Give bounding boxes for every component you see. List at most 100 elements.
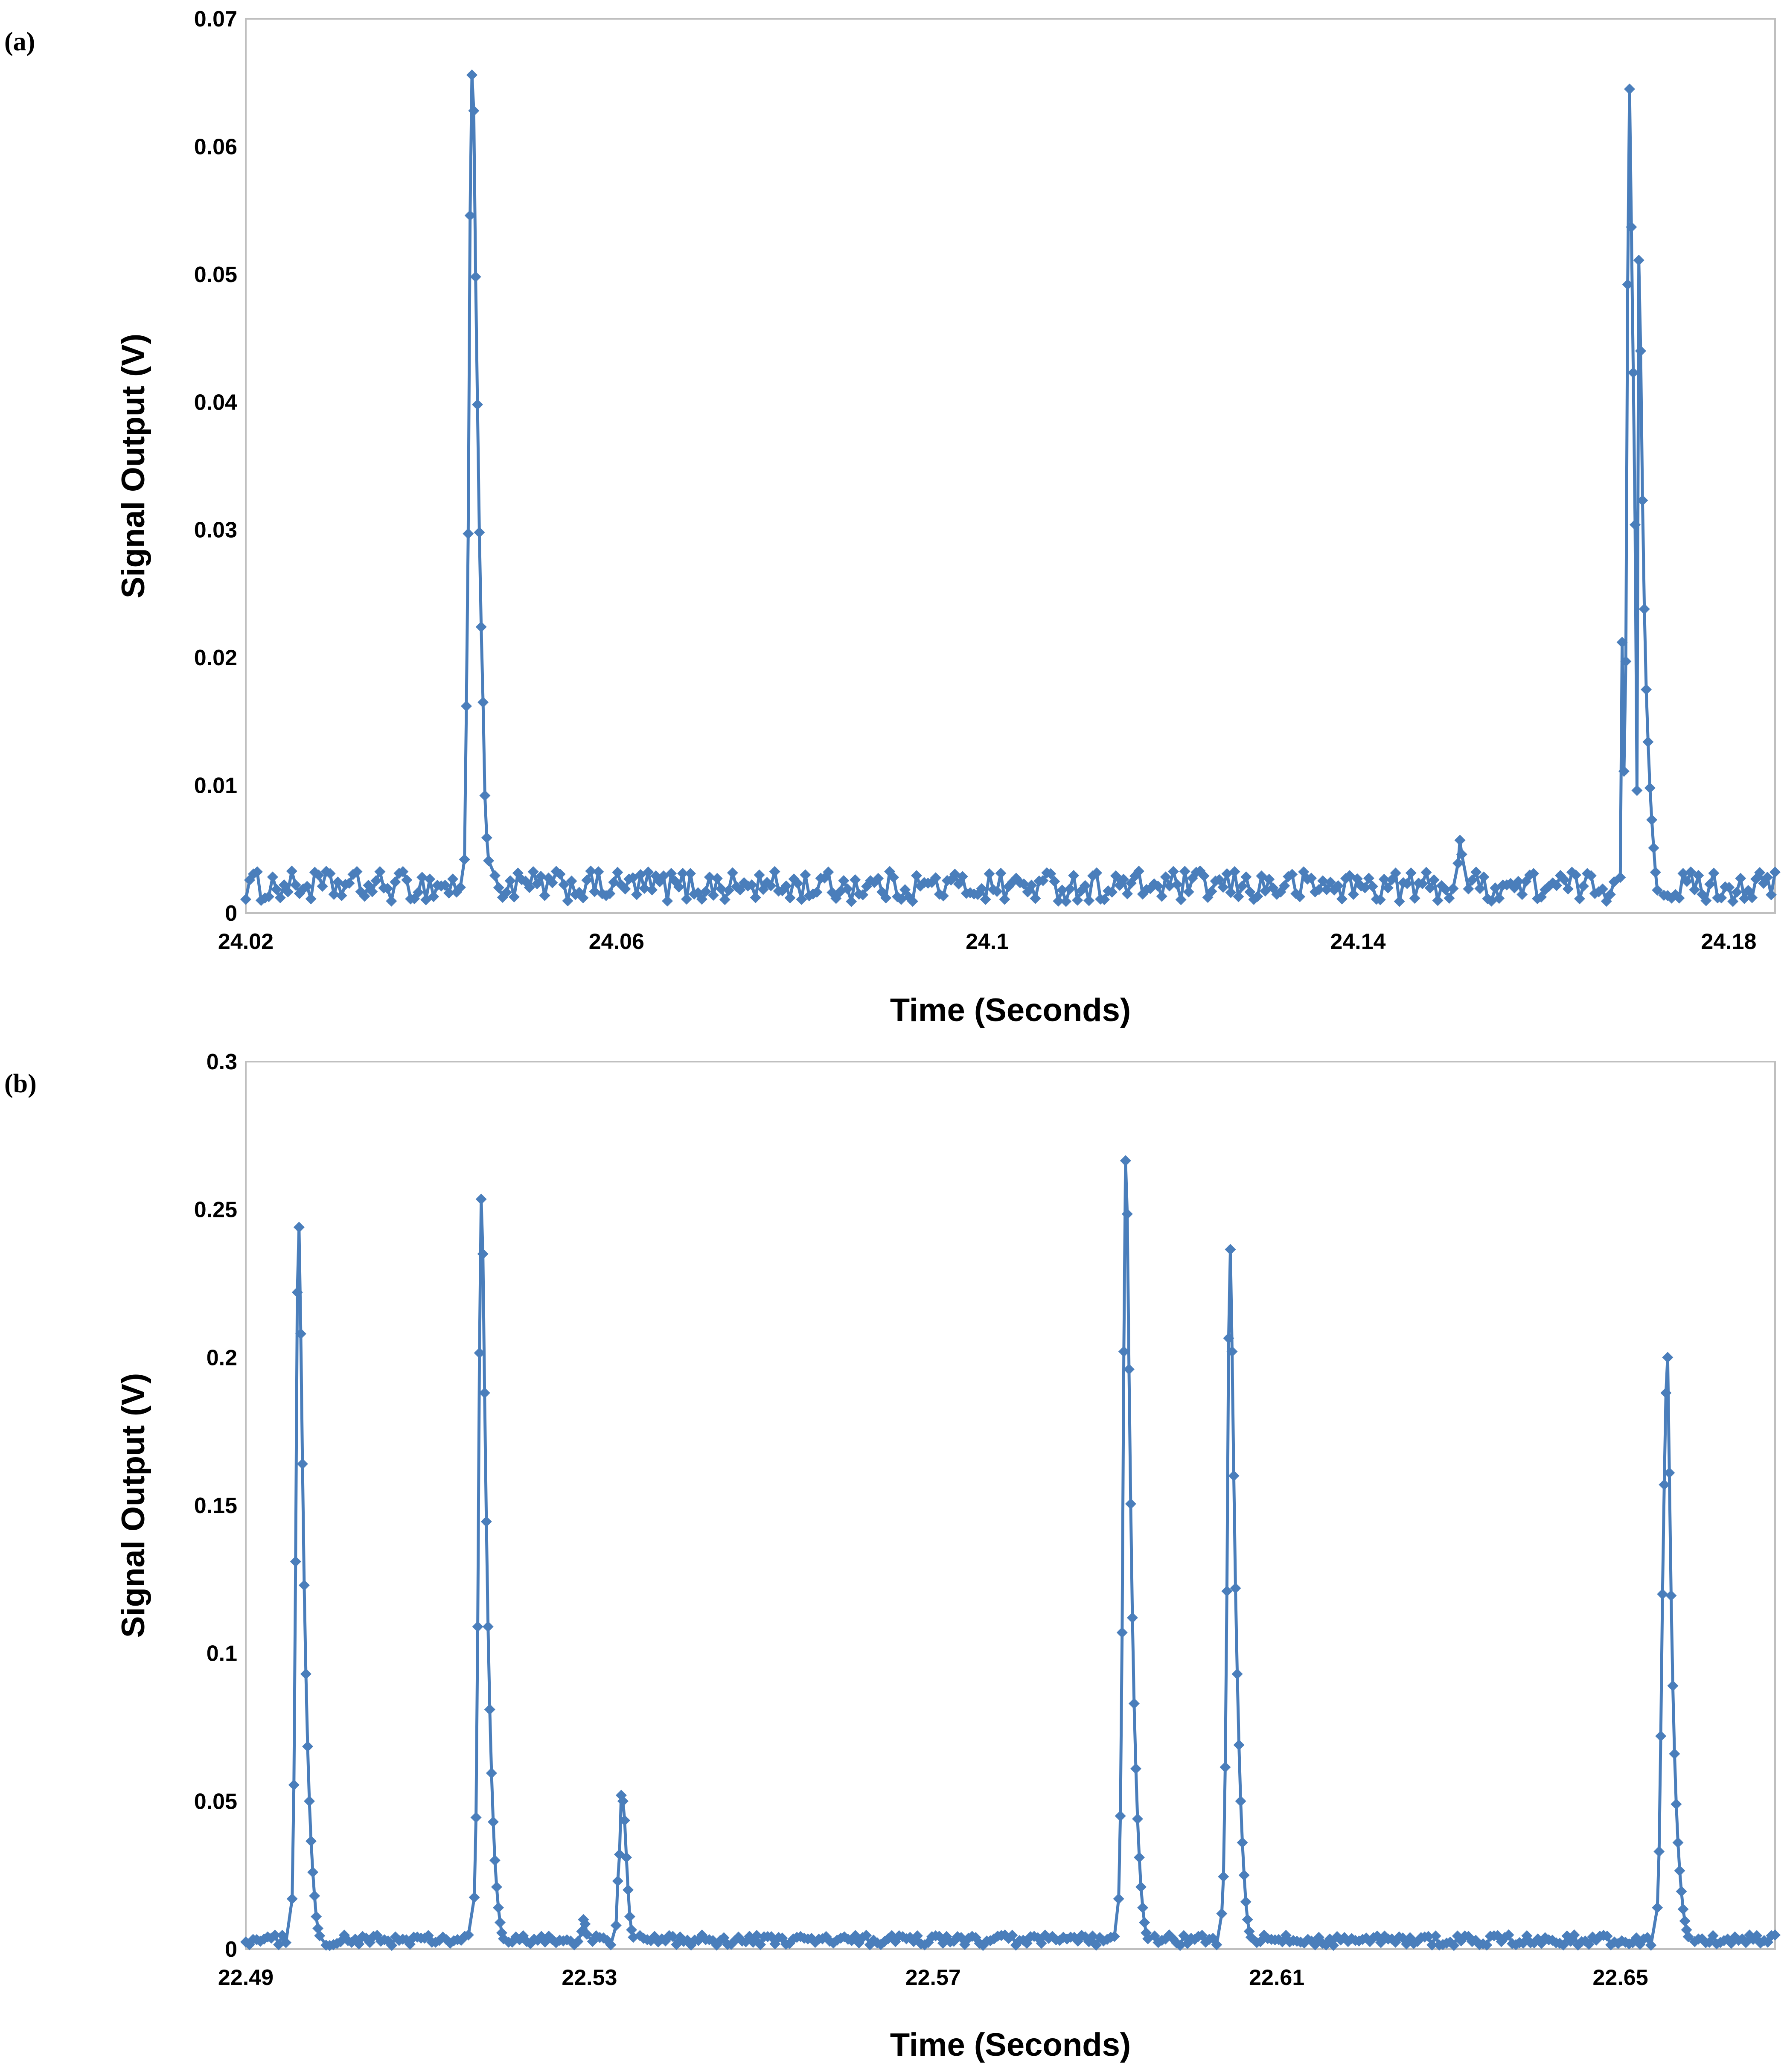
data-point-marker [312,1923,324,1934]
data-point-marker [572,1936,584,1947]
data-point-marker [842,883,853,895]
data-point-marker [1618,765,1630,777]
data-point-marker [1423,1931,1434,1942]
data-point-marker [1650,867,1661,878]
data-point-marker [1770,1929,1781,1941]
data-point-marker [646,884,658,896]
panel-a-plot-area [245,18,1776,914]
data-point-marker [1007,1929,1018,1941]
data-point-marker [1156,890,1167,902]
data-point-marker [479,790,491,801]
data-point-marker [1716,892,1727,904]
data-point-marker [1639,603,1650,615]
data-point-marker [311,1911,322,1922]
data-point-marker [1130,1763,1141,1775]
data-point-marker [267,871,278,883]
data-point-marker [577,892,589,904]
data-point-marker [746,879,757,890]
panel-a-markers [240,69,1781,907]
data-point-marker [470,1812,482,1823]
data-point-marker [1228,1470,1240,1481]
data-point-marker [1240,1896,1251,1908]
data-point-marker [495,1917,506,1928]
data-point-marker [1221,1586,1233,1597]
data-point-marker [1731,887,1743,898]
y-tick-label: 0 [225,901,237,926]
data-point-marker [566,875,577,887]
data-point-marker [1237,1837,1248,1848]
data-point-marker [1183,886,1194,898]
data-point-marker [463,1929,474,1941]
data-point-marker [1087,1930,1098,1942]
data-point-marker [1317,875,1329,887]
data-point-marker [1221,868,1233,879]
data-point-marker [1214,874,1225,885]
data-point-marker [620,883,631,895]
data-point-marker [1235,1796,1246,1807]
data-point-marker [1624,83,1635,95]
data-point-marker [1091,1939,1102,1951]
data-point-marker [386,1940,398,1951]
data-point-marker [1244,886,1256,898]
data-point-marker [463,528,474,539]
data-point-marker [290,1556,301,1567]
data-point-marker [1160,871,1171,883]
data-point-marker [489,870,501,881]
data-point-marker [1242,1914,1253,1925]
data-point-marker [293,1222,305,1233]
data-point-marker [1225,1244,1236,1255]
data-point-marker [1223,1333,1234,1344]
data-point-marker [493,1902,504,1913]
data-point-marker [282,886,294,898]
data-point-marker [667,1931,678,1942]
data-point-marker [274,892,286,903]
data-point-marker [472,399,483,410]
data-point-marker [1528,868,1540,879]
x-tick-label: 24.1 [966,929,1009,954]
data-point-marker [1762,872,1773,883]
data-point-marker [1665,1590,1677,1601]
x-tick-label: 22.53 [562,1965,617,1990]
data-point-marker [673,881,684,893]
data-point-marker [1723,882,1735,893]
data-point-marker [1467,874,1478,886]
data-point-marker [1655,1730,1667,1742]
data-point-marker [953,878,964,890]
data-point-marker [1091,867,1103,879]
data-point-marker [1428,874,1440,885]
data-point-marker [477,696,489,708]
data-point-marker [480,1516,492,1528]
y-tick-label: 0.1 [207,1641,237,1666]
data-point-marker [1727,896,1739,907]
data-point-marker [1382,882,1394,893]
x-tick-label: 24.18 [1701,929,1756,954]
data-point-marker [1677,868,1689,879]
data-point-marker [1116,1627,1128,1638]
data-point-marker [1620,656,1632,667]
data-point-marker [727,867,738,879]
data-point-marker [1120,1155,1131,1167]
data-point-marker [1513,876,1524,887]
data-point-marker [504,875,516,887]
data-point-marker [1430,1930,1441,1942]
data-point-marker [873,873,884,884]
data-point-marker [1424,882,1436,893]
data-point-marker [1672,1837,1684,1848]
data-point-marker [823,866,834,878]
data-point-marker [401,874,413,886]
data-point-marker [707,890,719,901]
y-tick-label: 0.06 [194,134,237,159]
data-point-marker [343,877,355,889]
data-point-marker [623,1884,634,1896]
data-point-marker [1417,878,1428,889]
data-point-marker [1325,876,1336,888]
data-point-marker [1622,279,1633,290]
data-point-marker [1123,1364,1135,1375]
panel-a-y-axis-title: Signal Output (V) [115,334,151,599]
data-point-marker [493,882,504,893]
data-point-marker [1125,1498,1136,1510]
data-point-marker [487,1816,499,1828]
panel-b-y-tick-labels: 0 0.05 0.1 0.15 0.2 0.25 0.3 [194,1050,237,1962]
data-point-marker [1604,889,1616,900]
x-tick-label: 24.06 [589,929,644,954]
